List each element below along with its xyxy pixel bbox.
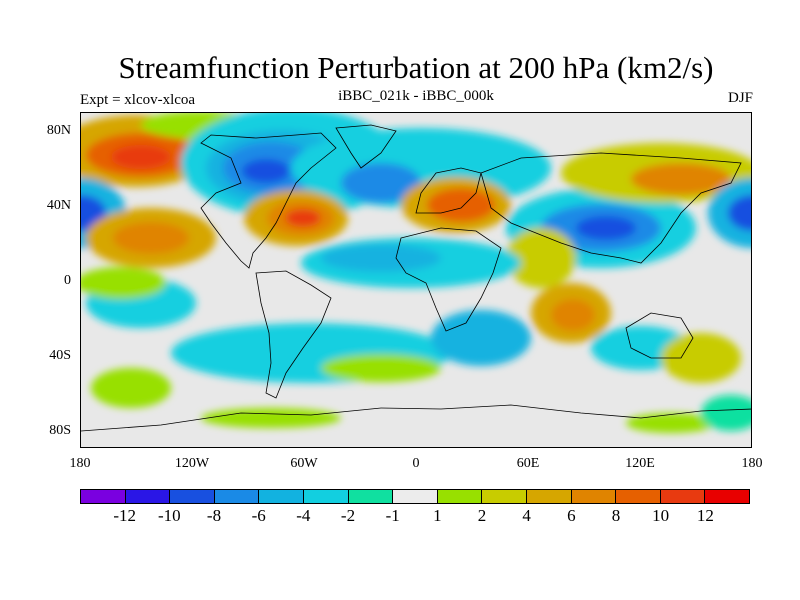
colorbar-tick-label: -4 [296, 506, 311, 525]
x-tick-label: 60E [516, 456, 540, 471]
colorbar-swatch [571, 490, 617, 503]
y-tick-label: 0 [64, 273, 71, 288]
x-tick-label: 120E [625, 456, 655, 471]
colorbar-tick-label: -8 [206, 506, 222, 525]
colorbar-tick-label: 8 [611, 506, 621, 525]
colorbar-tick-label: -1 [385, 506, 400, 525]
colorbar-swatch [437, 490, 483, 503]
x-tick-label: 180 [741, 456, 763, 471]
colorbar-tick-label: 10 [652, 506, 670, 525]
colorbar-swatch [660, 490, 706, 503]
colorbar-swatch [214, 490, 260, 503]
subtitle: iBBC_021k - iBBC_000k [338, 88, 494, 104]
y-tick-label: 40N [46, 198, 71, 213]
map-title: Streamfunction Perturbation at 200 hPa (… [118, 50, 714, 85]
season-label: DJF [727, 90, 753, 106]
colorbar-tick-label: -6 [251, 506, 266, 525]
colorbar-swatch [81, 490, 126, 503]
colorbar-swatch [259, 490, 304, 503]
coastlines [81, 124, 751, 432]
y-tick-label: 80S [49, 423, 71, 438]
colorbar-tick-label: -10 [157, 506, 181, 525]
colorbar-swatch [482, 490, 527, 503]
colorbar-swatch [348, 490, 394, 503]
experiment-label: Expt = xlcov-xlcoa [80, 92, 196, 108]
y-tick-label: 40S [49, 348, 71, 363]
x-tick-label: 60W [290, 456, 318, 471]
streamfunction-field [81, 113, 751, 447]
colorbar-tick-label: 6 [567, 506, 576, 525]
colorbar-tick-label: 12 [696, 506, 714, 525]
colorbar-swatch [526, 490, 572, 503]
x-tick-label: 180 [69, 456, 91, 471]
colorbar-swatch [125, 490, 171, 503]
x-tick-label: 0 [412, 456, 420, 471]
colorbar [80, 489, 750, 504]
colorbar-tick-label: 1 [433, 506, 442, 525]
x-tick-label: 120W [174, 456, 210, 471]
colorbar-tick-label: -12 [113, 506, 136, 525]
colorbar-swatch [616, 490, 661, 503]
colorbar-tick-label: 4 [522, 506, 531, 525]
y-tick-label: 80N [46, 123, 71, 138]
colorbar-swatch [303, 490, 349, 503]
colorbar-swatch [705, 490, 749, 503]
map-frame [80, 112, 752, 448]
colorbar-swatch [170, 490, 215, 503]
colorbar-tick-label: 2 [477, 506, 487, 525]
colorbar-swatch [393, 490, 438, 503]
colorbar-tick-label: -2 [340, 506, 356, 525]
